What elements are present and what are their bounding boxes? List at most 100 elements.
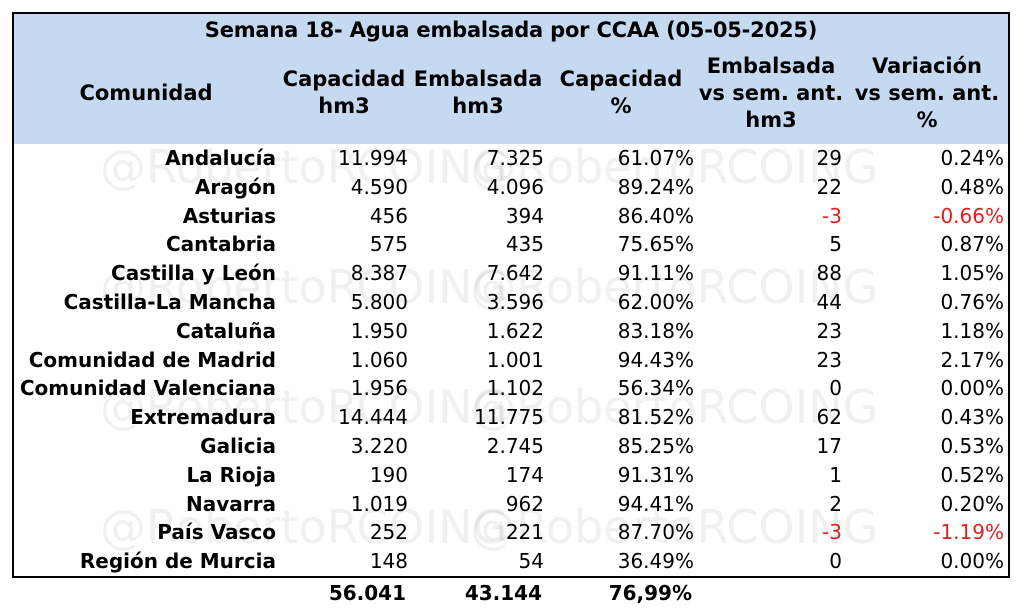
table-cell: 190 bbox=[369, 462, 408, 487]
table-cell: 0.00% bbox=[940, 376, 1004, 401]
table-cell: -0.66% bbox=[933, 203, 1004, 228]
region-name: Navarra bbox=[186, 491, 276, 516]
table-cell: 575 bbox=[369, 232, 408, 257]
column-header-1: Capacidad hm3 bbox=[278, 46, 410, 140]
table-cell: 7.642 bbox=[486, 261, 544, 286]
table-cell: 44 bbox=[816, 290, 842, 314]
table-cell: 962 bbox=[505, 491, 544, 516]
table-cell: 94.43% bbox=[617, 347, 694, 372]
table-cell: 22 bbox=[816, 174, 842, 199]
table-cell: 1.622 bbox=[486, 318, 544, 343]
table-cell: 83.18% bbox=[617, 318, 694, 343]
column-header-line: Variación bbox=[871, 53, 983, 78]
table-cell: 11.994 bbox=[338, 146, 408, 170]
region-name: Andalucía bbox=[165, 146, 276, 170]
region-name: Comunidad de Madrid bbox=[28, 347, 276, 372]
table-cell: 86.40% bbox=[617, 203, 694, 228]
column-header-0: Comunidad bbox=[14, 46, 278, 140]
column-header-4: Embalsada vs sem. ant. hm3 bbox=[696, 46, 846, 140]
table-cell: 1.001 bbox=[486, 347, 544, 372]
table-cell: 1.18% bbox=[940, 318, 1004, 343]
region-name: Extremadura bbox=[130, 405, 276, 430]
table-cell: 91.11% bbox=[617, 261, 694, 286]
table-cell: 0.53% bbox=[940, 434, 1004, 458]
table-header: Semana 18- Agua embalsada por CCAA (05-0… bbox=[12, 12, 1010, 144]
table-cell: 2.745 bbox=[486, 434, 544, 458]
table-cell: 61.07% bbox=[617, 146, 694, 170]
table-cell: 0.52% bbox=[940, 462, 1004, 487]
table-cell: 75.65% bbox=[617, 232, 694, 257]
region-name: Región de Murcia bbox=[79, 549, 276, 574]
region-name: Aragón bbox=[194, 174, 276, 199]
table-cell: 3.220 bbox=[350, 434, 408, 458]
table-cell: 11.775 bbox=[474, 405, 544, 430]
column-header-line: hm3 bbox=[318, 94, 370, 118]
table-row: Comunidad Valenciana 1.956 1.102 56.34% 0 0.0… bbox=[14, 374, 1008, 403]
totals-row: 56.041 43.144 76,99% bbox=[12, 578, 1008, 608]
region-name: Galicia bbox=[200, 434, 276, 458]
table-row: Región de Murcia 148 54 36.49% 0 0.00% bbox=[14, 547, 1008, 576]
table-cell: 0.24% bbox=[940, 146, 1004, 170]
table-cell: -3 bbox=[822, 203, 842, 228]
reservoir-table: Semana 18- Agua embalsada por CCAA (05-0… bbox=[12, 12, 1010, 605]
table-cell: 23 bbox=[816, 347, 842, 372]
region-name: Cataluña bbox=[175, 318, 276, 343]
table-body: Andalucía 11.994 7.325 61.07% 29 0.24% Aragón 4… bbox=[12, 144, 1010, 578]
table-cell: 2.17% bbox=[940, 347, 1004, 372]
table-cell: -1.19% bbox=[933, 520, 1004, 545]
table-cell: 3.596 bbox=[486, 290, 544, 314]
column-header-line: vs sem. ant. bbox=[698, 80, 844, 105]
table-cell: 0.00% bbox=[940, 549, 1004, 574]
column-header-2: Embalsada hm3 bbox=[410, 46, 546, 140]
table-cell: 435 bbox=[505, 232, 544, 257]
table-cell: 0.20% bbox=[940, 491, 1004, 516]
table-cell: 1.05% bbox=[940, 261, 1004, 286]
table-row: Navarra 1.019 962 94.41% 2 0.20% bbox=[14, 490, 1008, 519]
table-cell: 62.00% bbox=[617, 290, 694, 314]
region-name: Castilla-La Mancha bbox=[63, 290, 276, 314]
column-header-line: Embalsada bbox=[413, 67, 543, 91]
table-cell: 174 bbox=[505, 462, 544, 487]
table-title: Semana 18- Agua embalsada por CCAA (05-0… bbox=[204, 18, 818, 42]
table-row: Castilla-La Mancha 5.800 3.596 62.00% 44 0.76… bbox=[14, 288, 1008, 317]
table-cell: 88 bbox=[816, 261, 842, 286]
table-cell: 94.41% bbox=[617, 491, 694, 516]
table-cell: 8.387 bbox=[350, 261, 408, 286]
table-cell: 0 bbox=[829, 376, 842, 401]
table-cell: 1 bbox=[829, 462, 842, 487]
table-cell: 89.24% bbox=[617, 174, 694, 199]
region-name: Asturias bbox=[182, 203, 276, 228]
table-cell: 0 bbox=[829, 549, 842, 574]
table-cell: 1.102 bbox=[486, 376, 544, 401]
table-cell: 394 bbox=[505, 203, 544, 228]
table-cell: 36.49% bbox=[617, 549, 694, 574]
table-cell: 85.25% bbox=[617, 434, 694, 458]
region-name: Comunidad Valenciana bbox=[19, 376, 276, 401]
table-cell: 87.70% bbox=[617, 520, 694, 545]
column-header-line: Capacidad bbox=[559, 67, 683, 91]
region-name: País Vasco bbox=[157, 520, 276, 545]
table-row: Aragón 4.590 4.096 89.24% 22 0.48% bbox=[14, 173, 1008, 202]
column-header-line: hm3 bbox=[745, 107, 797, 132]
column-header-line: vs sem. ant. bbox=[854, 80, 1000, 105]
column-header-line: % bbox=[610, 94, 632, 118]
table-cell: 2 bbox=[829, 491, 842, 516]
table-row: País Vasco 252 221 87.70% -3 -1.19% bbox=[14, 518, 1008, 547]
total-cell: 56.041 bbox=[328, 581, 406, 605]
table-cell: 56.34% bbox=[617, 376, 694, 401]
total-cell: 76,99% bbox=[608, 581, 692, 605]
table-row: Comunidad de Madrid 1.060 1.001 94.43% 23 2.1… bbox=[14, 346, 1008, 375]
column-header-3: Capacidad% bbox=[546, 46, 696, 140]
table-cell: 5.800 bbox=[350, 290, 408, 314]
table-cell: 0.48% bbox=[940, 174, 1004, 199]
table-cell: 221 bbox=[505, 520, 544, 545]
table-row: Cataluña 1.950 1.622 83.18% 23 1.18% bbox=[14, 317, 1008, 346]
table-cell: 252 bbox=[369, 520, 408, 545]
table-row: Galicia 3.220 2.745 85.25% 17 0.53% bbox=[14, 432, 1008, 461]
table-cell: 14.444 bbox=[338, 405, 408, 430]
table-cell: 23 bbox=[816, 318, 842, 343]
table-cell: 0.87% bbox=[940, 232, 1004, 257]
region-name: Castilla y León bbox=[111, 261, 276, 286]
table-cell: 1.950 bbox=[350, 318, 408, 343]
table-row: La Rioja 190 174 91.31% 1 0.52% bbox=[14, 461, 1008, 490]
